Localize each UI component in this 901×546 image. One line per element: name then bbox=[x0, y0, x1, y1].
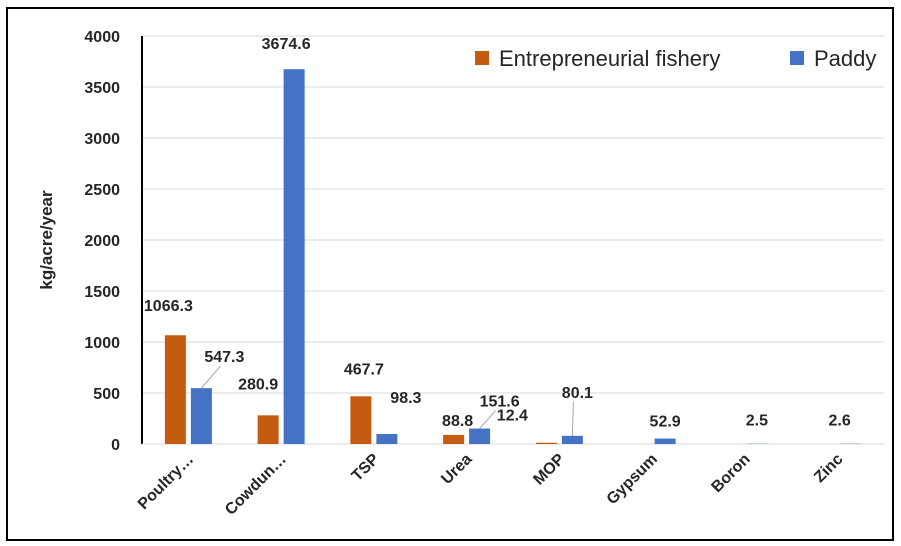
x-tick-labels: Poultry… Cowdun… TSP Urea MOP Gypsum Boron Zinc bbox=[135, 451, 847, 519]
chart-frame bbox=[6, 7, 894, 541]
x-tick-label: Gypsum bbox=[604, 451, 661, 508]
legend-label-entrepreneurial-fishery: Entrepreneurial fishery bbox=[499, 46, 720, 71]
y-tick-label: 0 bbox=[111, 437, 120, 454]
bar-entrepreneurial-fishery bbox=[257, 415, 279, 444]
data-label: 52.9 bbox=[650, 414, 681, 431]
data-label: 98.3 bbox=[390, 390, 421, 407]
y-tick-label: 2500 bbox=[84, 182, 120, 199]
data-labels: 1066.3 547.3 280.9 3674.6 467.7 98.3 88.8 151.6… bbox=[144, 36, 851, 430]
bar-paddy bbox=[654, 438, 676, 444]
bar-paddy bbox=[190, 388, 212, 444]
x-tick-label: Poultry… bbox=[135, 451, 197, 513]
legend: Entrepreneurial fishery Paddy bbox=[475, 46, 876, 71]
data-label-leader bbox=[479, 410, 496, 429]
data-label-leader bbox=[571, 401, 574, 436]
y-tick-labels: 0 500 1000 1500 2000 2500 3000 3500 4000 bbox=[84, 29, 120, 454]
leader-lines bbox=[200, 365, 574, 436]
x-tick-label: MOP bbox=[530, 451, 568, 489]
y-tick-label: 1000 bbox=[84, 335, 120, 352]
x-tick-label: Cowdun… bbox=[222, 451, 290, 519]
data-label-leader bbox=[200, 365, 221, 389]
y-tick-label: 4000 bbox=[84, 29, 120, 46]
data-label: 2.5 bbox=[746, 413, 768, 430]
data-label: 88.8 bbox=[442, 413, 473, 430]
y-tick-label: 2000 bbox=[84, 233, 120, 250]
bars bbox=[164, 69, 862, 445]
bar-paddy bbox=[283, 69, 305, 445]
legend-label-paddy: Paddy bbox=[814, 46, 876, 71]
x-tick-label: TSP bbox=[349, 451, 383, 485]
bar-paddy bbox=[469, 428, 491, 444]
x-tick-label: Urea bbox=[438, 451, 475, 488]
data-label: 547.3 bbox=[204, 349, 244, 366]
data-label: 1066.3 bbox=[144, 298, 193, 315]
data-label: 280.9 bbox=[238, 376, 278, 393]
data-label: 80.1 bbox=[562, 385, 593, 402]
y-axis-label: kg/acre/year bbox=[37, 190, 56, 290]
data-label: 467.7 bbox=[344, 361, 384, 378]
x-tick-label: Boron bbox=[708, 451, 753, 496]
y-tick-label: 500 bbox=[93, 386, 120, 403]
bar-entrepreneurial-fishery bbox=[164, 335, 186, 444]
bar-entrepreneurial-fishery bbox=[535, 442, 557, 444]
legend-swatch-paddy bbox=[790, 51, 804, 65]
bar-paddy bbox=[561, 435, 583, 444]
y-tick-label: 3500 bbox=[84, 80, 120, 97]
data-label: 151.6 bbox=[480, 394, 520, 411]
bar-entrepreneurial-fishery bbox=[443, 434, 465, 444]
y-tick-label: 3000 bbox=[84, 131, 120, 148]
data-label: 2.6 bbox=[829, 413, 851, 430]
bar-entrepreneurial-fishery bbox=[350, 396, 372, 444]
data-label: 12.4 bbox=[497, 408, 528, 425]
bar-paddy bbox=[376, 433, 398, 444]
data-label: 3674.6 bbox=[262, 36, 311, 53]
gridlines bbox=[142, 35, 884, 394]
x-tick-label: Zinc bbox=[811, 451, 846, 486]
y-tick-label: 1500 bbox=[84, 284, 120, 301]
legend-swatch-entrepreneurial-fishery bbox=[475, 51, 489, 65]
